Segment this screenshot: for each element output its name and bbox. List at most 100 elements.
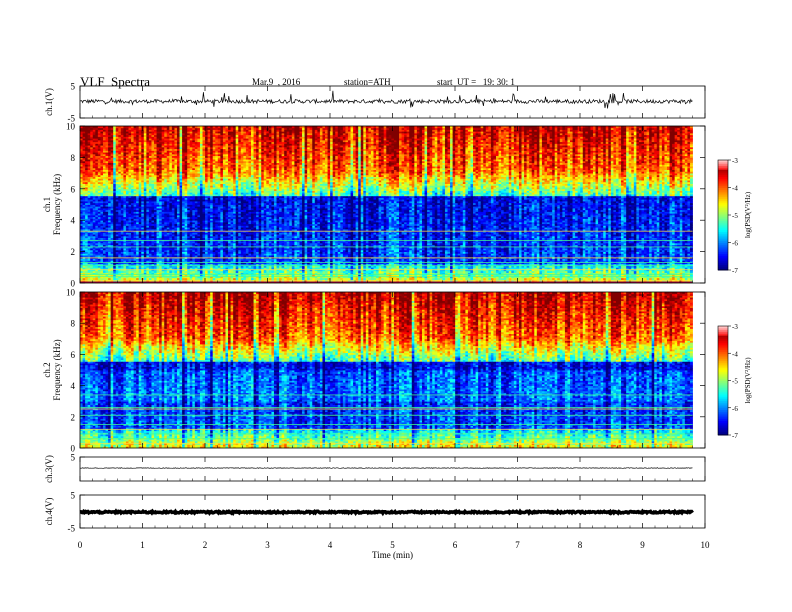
spectrogram-cell xyxy=(169,277,173,280)
spectrogram-cell xyxy=(654,270,658,273)
spectrogram-cell xyxy=(171,272,175,275)
spectrogram-cell xyxy=(598,277,602,280)
spectrogram-cell xyxy=(133,267,137,270)
spectrogram-cell xyxy=(570,277,573,280)
spectrogram-cell xyxy=(337,274,341,277)
spectrogram-cell xyxy=(473,270,476,273)
spectrogram-cell xyxy=(291,274,295,277)
spectrogram-cell xyxy=(480,277,484,280)
spectrogram-cell xyxy=(271,274,275,277)
spectrogram-cell xyxy=(207,270,211,273)
spectrogram-cell xyxy=(207,272,211,275)
spectrogram-cell xyxy=(615,277,619,280)
spectrogram-cell xyxy=(120,270,124,273)
spectrogram-cell xyxy=(138,269,142,272)
spectrogram-cell xyxy=(307,277,311,280)
spectrogram-cell xyxy=(365,274,369,277)
spectrogram-cell xyxy=(672,270,676,273)
spectrogram-cell xyxy=(309,272,313,275)
spectrogram-cell xyxy=(682,270,686,273)
spectrogram-cell xyxy=(646,272,650,275)
spectrogram-cell xyxy=(587,274,591,277)
spectrogram-cell xyxy=(256,270,260,273)
spectrogram-cell xyxy=(113,277,117,280)
spectrogram-cell xyxy=(353,274,357,277)
spectrogram-cell xyxy=(608,270,612,273)
spectrogram-cell xyxy=(360,274,364,277)
spectrogram-cell xyxy=(115,272,119,275)
spectrogram-cell xyxy=(335,272,339,275)
spectrogram-cell xyxy=(143,274,147,277)
spectrogram-cell xyxy=(524,277,528,280)
spectrogram-cell xyxy=(164,270,168,273)
spectrogram-cell xyxy=(672,269,676,272)
spectrogram-cell xyxy=(261,274,265,277)
spectrogram-cell xyxy=(424,274,428,277)
spectrogram-cell xyxy=(97,277,101,280)
spectrogram-cell xyxy=(174,274,178,277)
spectrogram-cell xyxy=(325,277,328,280)
spectrogram-cell xyxy=(327,269,331,272)
spectrogram-cell xyxy=(480,274,484,277)
spectrogram-cell xyxy=(299,274,303,277)
spectrogram-cell xyxy=(557,277,561,280)
spectrogram-cell xyxy=(506,270,510,273)
spectrogram-cell xyxy=(526,269,530,272)
spectrogram-cell xyxy=(439,272,443,275)
spectrogram-cell xyxy=(633,270,637,273)
spectrogram-cell xyxy=(638,270,642,273)
spectrogram-cell xyxy=(439,274,443,277)
spectrogram-cell xyxy=(488,277,492,280)
spectrogram-cell xyxy=(350,277,354,280)
spectrogram-cell xyxy=(419,277,423,280)
spectrogram-cell xyxy=(363,272,367,275)
spectrogram-cell xyxy=(373,270,377,273)
spectrogram-cell xyxy=(575,272,579,275)
spectrogram-cell xyxy=(194,270,198,273)
spectrogram-cell xyxy=(524,272,528,275)
spectrogram-cell xyxy=(307,274,311,277)
spectrogram-cell xyxy=(166,270,170,273)
spectrogram-cell xyxy=(291,269,295,272)
spectrogram-cell xyxy=(615,270,619,273)
spectrogram-cell xyxy=(603,277,607,280)
spectrogram-cell xyxy=(610,270,614,273)
spectrogram-cell xyxy=(365,270,369,273)
spectrogram-cell xyxy=(575,269,579,272)
spectrogram-cell xyxy=(82,277,86,280)
spectrogram-cell xyxy=(567,274,571,277)
spectrogram-cell xyxy=(654,272,658,275)
spectrogram-cell xyxy=(95,270,99,273)
spectrogram-cell xyxy=(197,274,201,277)
spectrogram-cell xyxy=(123,272,127,275)
spectrogram-cell xyxy=(113,270,117,273)
spectrogram-cell xyxy=(358,277,362,280)
spectrogram-cell xyxy=(105,270,109,273)
spectrogram-cell xyxy=(572,274,576,277)
spectrogram-cell xyxy=(373,274,377,277)
spectrogram-cell xyxy=(100,272,104,275)
spectrogram-cell xyxy=(118,277,122,280)
spectrogram-cell xyxy=(399,274,402,277)
spectrogram-cell xyxy=(404,269,408,272)
spectrogram-cell xyxy=(365,269,369,272)
spectrogram-cell xyxy=(628,269,632,272)
spectrogram-cell xyxy=(570,270,573,273)
spectrogram-cell xyxy=(131,274,134,277)
spectrogram-cell xyxy=(340,272,344,275)
spectrogram-cell xyxy=(399,269,402,272)
spectrogram-cell xyxy=(595,274,599,277)
spectrogram-cell xyxy=(641,277,645,280)
spectrogram-cell xyxy=(649,270,653,273)
spectrogram-cell xyxy=(600,277,604,280)
spectrogram-cell xyxy=(503,272,507,275)
spectrogram-cell xyxy=(447,274,451,277)
spectrogram-cell xyxy=(409,277,413,280)
spectrogram-cell xyxy=(184,277,188,280)
spectrogram-cell xyxy=(475,277,479,280)
spectrogram-cell xyxy=(526,272,530,275)
spectrogram-cell xyxy=(641,272,645,275)
spectrogram-cell xyxy=(506,277,510,280)
spectrogram-cell xyxy=(393,274,397,277)
spectrogram-cell xyxy=(245,269,249,272)
